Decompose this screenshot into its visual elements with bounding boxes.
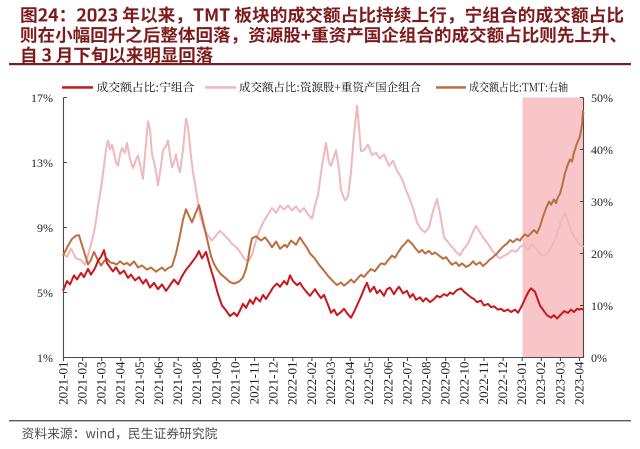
svg-text:5%: 5%: [37, 286, 53, 300]
svg-text:2023-02: 2023-02: [533, 362, 548, 405]
svg-text:2021-05: 2021-05: [132, 362, 147, 405]
svg-text:2022-07: 2022-07: [399, 361, 414, 405]
svg-text:40%: 40%: [591, 143, 613, 157]
svg-text:2021-09: 2021-09: [208, 362, 223, 405]
svg-text:2022-06: 2022-06: [380, 361, 395, 405]
svg-text:2021-12: 2021-12: [266, 362, 281, 405]
svg-text:2022-11: 2022-11: [476, 362, 491, 405]
svg-text:2021-06: 2021-06: [151, 361, 166, 405]
svg-text:2023-04: 2023-04: [571, 361, 586, 405]
svg-text:20%: 20%: [591, 247, 613, 261]
svg-text:2022-03: 2022-03: [323, 362, 338, 405]
svg-text:30%: 30%: [591, 195, 613, 209]
svg-text:2022-04: 2022-04: [342, 361, 357, 405]
svg-text:1%: 1%: [37, 351, 53, 365]
svg-text:17%: 17%: [31, 91, 53, 105]
svg-text:2022-09: 2022-09: [438, 362, 453, 405]
svg-text:2022-01: 2022-01: [285, 362, 300, 405]
svg-text:2023-01: 2023-01: [514, 362, 529, 405]
svg-text:2021-08: 2021-08: [189, 362, 204, 405]
svg-text:2022-12: 2022-12: [495, 362, 510, 405]
svg-text:2022-02: 2022-02: [304, 362, 319, 405]
svg-text:2021-11: 2021-11: [247, 362, 262, 405]
svg-text:2021-07: 2021-07: [170, 361, 185, 405]
svg-text:2022-08: 2022-08: [419, 362, 434, 405]
svg-text:13%: 13%: [31, 156, 53, 170]
svg-text:2021-10: 2021-10: [227, 362, 242, 405]
svg-text:2022-05: 2022-05: [361, 362, 376, 405]
svg-text:50%: 50%: [591, 91, 613, 105]
svg-text:2021-04: 2021-04: [113, 361, 128, 405]
svg-text:0%: 0%: [591, 351, 607, 365]
svg-text:2021-02: 2021-02: [75, 362, 90, 405]
svg-text:2021-03: 2021-03: [94, 362, 109, 405]
svg-text:2021-01: 2021-01: [55, 362, 70, 405]
svg-text:10%: 10%: [591, 299, 613, 313]
svg-text:9%: 9%: [37, 221, 53, 235]
svg-text:2022-10: 2022-10: [457, 362, 472, 405]
svg-text:2023-03: 2023-03: [552, 362, 567, 405]
